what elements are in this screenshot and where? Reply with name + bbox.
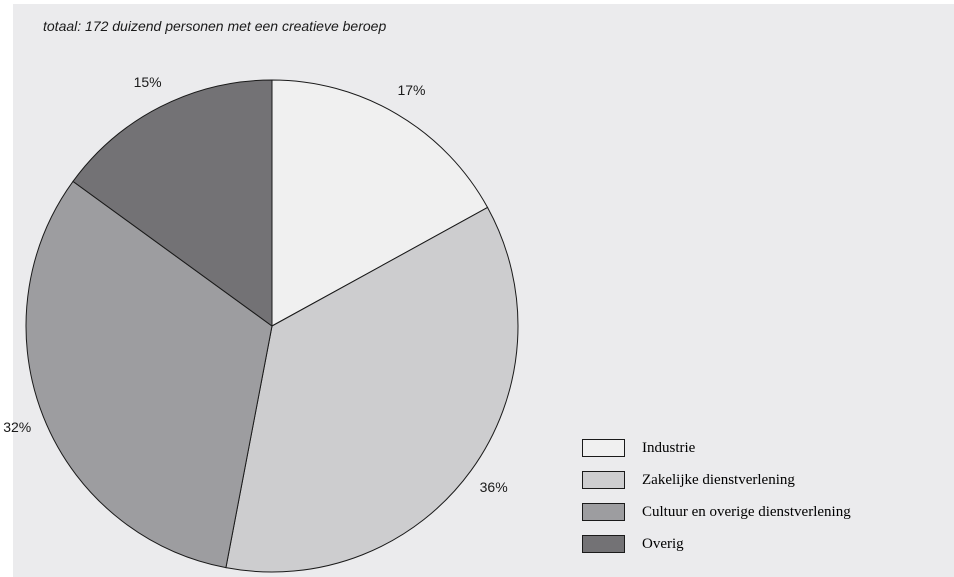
slice-label-3: 15% [134, 74, 162, 90]
legend-label-0: Industrie [642, 439, 696, 456]
legend-item-1: Zakelijke dienstverlening [582, 470, 940, 490]
legend-swatch-0 [582, 439, 625, 457]
pie-slice-0 [271, 79, 489, 327]
pie-slice-1 [225, 206, 519, 573]
pie-slice-2 [25, 180, 273, 569]
legend-swatch-2 [582, 503, 625, 521]
legend-item-3: Overig [582, 534, 940, 554]
legend-swatch-1 [582, 471, 625, 489]
page-top-margin [0, 0, 954, 4]
legend-label-3: Overig [642, 535, 684, 552]
legend-swatch-3 [582, 535, 625, 553]
slice-label-0: 17% [397, 82, 425, 98]
legend-label-2: Cultuur en overige dienstverlening [642, 503, 851, 520]
chart-subtitle: totaal: 172 duizend personen met een cre… [43, 18, 387, 34]
legend-item-2: Cultuur en overige dienstverlening [582, 502, 940, 522]
legend-item-0: Industrie [582, 438, 940, 458]
slice-label-1: 36% [480, 479, 508, 495]
chart-legend: Industrie Zakelijke dienstverlening Cultuu… [582, 438, 940, 566]
slice-label-2: 32% [3, 419, 31, 435]
legend-label-1: Zakelijke dienstverlening [642, 471, 795, 488]
pie-slice-3 [72, 79, 273, 327]
